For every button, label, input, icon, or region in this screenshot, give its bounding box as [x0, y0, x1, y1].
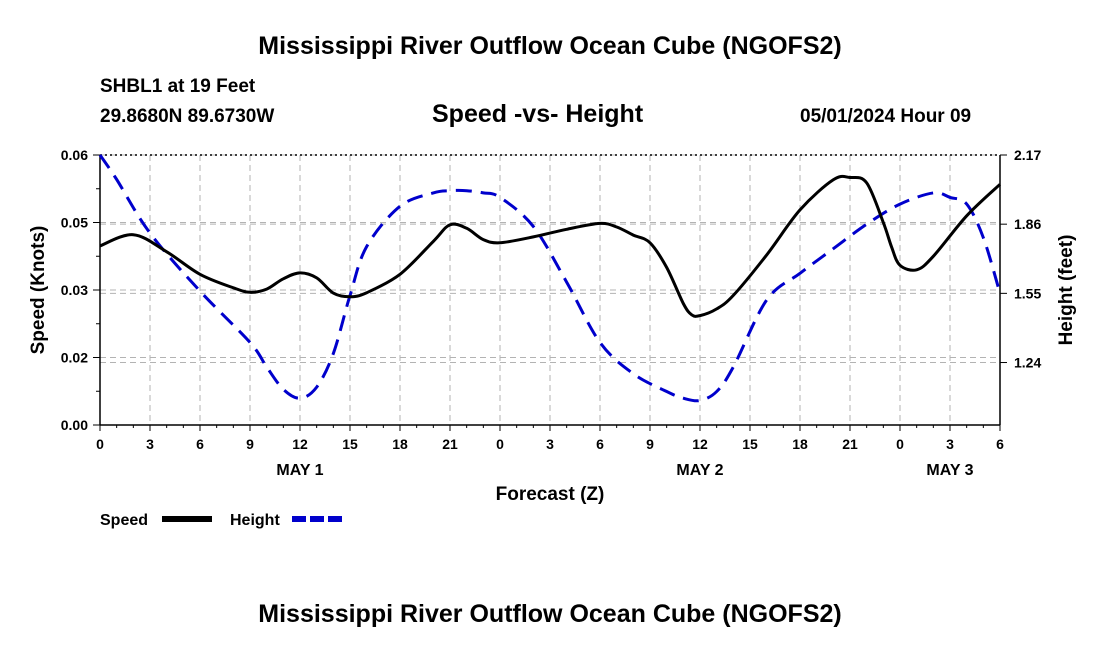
x-tick-label: 15 [742, 436, 758, 452]
page-title: Mississippi River Outflow Ocean Cube (NG… [258, 32, 842, 60]
chart-subtitle: Speed -vs- Height [432, 100, 644, 128]
x-tick-label: 12 [692, 436, 708, 452]
y-tick-label: 0.03 [61, 282, 88, 298]
speed-series-line [99, 174, 1002, 318]
x-tick-label: 3 [546, 436, 554, 452]
x-tick-label: 3 [946, 436, 954, 452]
y-axis-title: Speed (Knots) [28, 226, 49, 355]
date-label: MAY 3 [926, 462, 973, 479]
y2-tick-label: 1.86 [1014, 216, 1041, 232]
x-tick-label: 9 [646, 436, 654, 452]
forecast-timestamp: 05/01/2024 Hour 09 [800, 106, 972, 127]
x-tick-label: 6 [996, 436, 1004, 452]
y2-tick-label: 1.55 [1014, 285, 1041, 301]
x-tick-label: 21 [442, 436, 458, 452]
height-series-line [98, 154, 1002, 403]
footer-title: Mississippi River Outflow Ocean Cube (NG… [258, 600, 842, 628]
y2-tick-label: 1.24 [1014, 355, 1041, 371]
x-tick-label: 18 [792, 436, 808, 452]
x-tick-label: 6 [196, 436, 204, 452]
x-tick-label: 0 [496, 436, 504, 452]
x-tick-label: 9 [246, 436, 254, 452]
legend-speed-label: Speed [100, 512, 148, 529]
x-tick-label: 0 [96, 436, 104, 452]
speed-height-chart: 0 3 6 9 12 15 18 21 0 3 6 9 12 15 18 21 0 3 6 MAY 1 MAY 2 MAY… [28, 147, 1077, 529]
x-tick-label: 15 [342, 436, 358, 452]
date-label: MAY 1 [276, 462, 323, 479]
y-tick-label: 0.00 [61, 417, 88, 433]
y-tick-label: 0.02 [61, 350, 88, 366]
y-tick-label: 0.06 [61, 147, 88, 163]
x-tick-label: 18 [392, 436, 408, 452]
legend-height-label: Height [230, 512, 280, 529]
x-tick-label: 21 [842, 436, 858, 452]
date-label: MAY 2 [676, 462, 723, 479]
x-tick-label: 0 [896, 436, 904, 452]
station-label: SHBL1 at 19 Feet [100, 76, 256, 97]
station-coordinates: 29.8680N 89.6730W [100, 106, 275, 127]
x-axis-title: Forecast (Z) [496, 484, 605, 505]
x-tick-label: 12 [292, 436, 308, 452]
y2-axis-title: Height (feet) [1056, 235, 1077, 346]
x-tick-label: 3 [146, 436, 154, 452]
y-tick-label: 0.05 [61, 215, 88, 231]
y2-tick-label: 2.17 [1014, 147, 1041, 163]
x-tick-label: 6 [596, 436, 604, 452]
